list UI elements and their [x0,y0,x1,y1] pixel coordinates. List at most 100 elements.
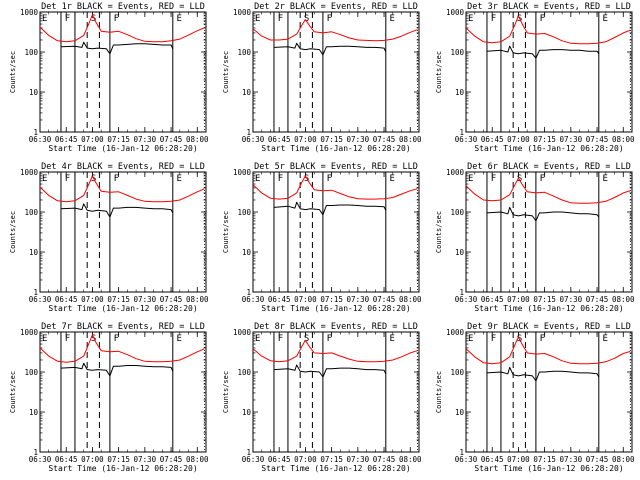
x-tick-label: 07:30 [347,295,370,304]
series-events-line [273,364,387,378]
y-tick-label: 100 [24,208,38,217]
interval-annotation: F [65,334,70,344]
y-tick-label: 100 [237,368,251,377]
x-tick-label: 08:00 [186,135,209,144]
series-lld-line [39,334,205,363]
y-axis-label: Counts/sec [9,211,17,253]
x-axis-label: Start Time (16-Jan-12 06:28:20) [474,464,623,473]
x-tick-label: 07:30 [347,135,370,144]
y-tick-label: 1000 [446,8,465,17]
y-tick-label: 1000 [233,8,252,17]
series-events-line [60,41,174,55]
panel-title: Det 4r BLACK = Events, RED = LLD [41,162,205,172]
x-axis-label: Start Time (16-Jan-12 06:28:20) [48,304,197,313]
y-tick-label: 1000 [20,168,39,177]
interval-annotation: F [540,334,545,344]
y-tick-label: 10 [242,248,252,257]
series-events-line [60,203,174,218]
y-tick-label: 10 [29,248,39,257]
interval-annotation: E [468,174,473,184]
y-tick-label: 1 [246,448,251,457]
x-tick-label: 08:00 [612,295,635,304]
y-tick-label: 10 [29,408,39,417]
interval-annotation: F [327,14,332,24]
x-tick-label: 08:00 [186,295,209,304]
x-tick-label: 08:00 [399,295,422,304]
interval-annotation: E [468,14,473,24]
plot-frame [39,11,207,133]
x-tick-label: 07:30 [134,295,157,304]
y-axis-label: Counts/sec [222,211,230,253]
interval-annotation: E [177,14,182,24]
x-tick-label: 06:45 [268,135,291,144]
y-tick-label: 100 [450,48,464,57]
plot-frame [252,331,420,453]
y-tick-label: 10 [455,248,465,257]
interval-annotation: F [278,174,283,184]
y-axis-label: Counts/sec [435,51,443,93]
x-tick-label: 07:00 [81,135,104,144]
x-tick-label: 06:45 [481,135,504,144]
x-tick-label: 08:00 [612,135,635,144]
interval-annotation: F [491,334,496,344]
x-axis-label: Start Time (16-Jan-12 06:28:20) [48,464,197,473]
y-tick-label: 1 [246,288,251,297]
x-tick-label: 06:30 [455,135,478,144]
x-tick-label: 07:45 [373,135,396,144]
interval-annotation: E [255,174,260,184]
x-tick-label: 06:30 [242,455,265,464]
interval-annotation: E [255,14,260,24]
interval-annotation: E [468,334,473,344]
panel-title: Det 1r BLACK = Events, RED = LLD [41,2,205,12]
detector-panel-5: Det 5r BLACK = Events, RED = LLD 1 10 100 10… [222,162,422,313]
interval-annotation: E [255,334,260,344]
y-axis-label: Counts/sec [9,51,17,93]
plot-frame [465,331,633,453]
y-tick-label: 100 [24,368,38,377]
x-tick-label: 07:15 [320,135,343,144]
x-tick-label: 07:45 [373,295,396,304]
interval-annotation: E [177,334,182,344]
x-axis-label: Start Time (16-Jan-12 06:28:20) [474,304,623,313]
series-events-line [486,45,600,59]
series-events-line [486,366,600,382]
interval-annotation: F [114,14,119,24]
interval-annotation: E [177,174,182,184]
y-tick-label: 100 [237,48,251,57]
interval-annotation: E [603,14,608,24]
x-tick-label: 07:15 [320,455,343,464]
interval-annotation: S [304,334,309,344]
interval-annotation: F [114,174,119,184]
x-tick-label: 07:00 [294,455,317,464]
y-tick-label: 1 [246,128,251,137]
interval-annotation: F [540,174,545,184]
x-tick-label: 07:45 [586,135,609,144]
x-tick-label: 06:30 [242,295,265,304]
x-tick-label: 07:45 [586,295,609,304]
panel-title: Det 6r BLACK = Events, RED = LLD [467,162,631,172]
interval-annotation: F [327,174,332,184]
y-tick-label: 1000 [233,168,252,177]
x-tick-label: 07:30 [347,455,370,464]
interval-annotation: F [491,174,496,184]
x-tick-label: 07:00 [507,455,530,464]
y-tick-label: 1 [33,288,38,297]
x-axis-label: Start Time (16-Jan-12 06:28:20) [474,144,623,153]
y-tick-label: 10 [242,88,252,97]
y-tick-label: 1 [33,128,38,137]
series-lld-line [252,175,418,200]
plot-frame [39,331,207,453]
series-lld-line [465,177,631,204]
plot-frame [252,171,420,293]
x-tick-label: 07:30 [134,455,157,464]
y-axis-label: Counts/sec [435,211,443,253]
interval-annotation: F [540,14,545,24]
y-tick-label: 10 [455,408,465,417]
x-tick-label: 07:15 [320,295,343,304]
x-tick-label: 07:30 [560,295,583,304]
y-tick-label: 100 [237,208,251,217]
interval-annotation: S [304,14,309,24]
detector-panel-8: Det 8r BLACK = Events, RED = LLD 1 10 100 10… [222,322,422,473]
interval-annotation: F [65,14,70,24]
x-tick-label: 07:45 [160,135,183,144]
